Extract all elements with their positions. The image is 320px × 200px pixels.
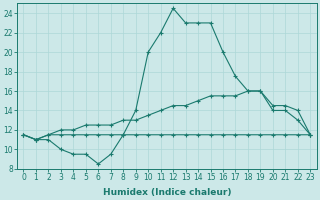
X-axis label: Humidex (Indice chaleur): Humidex (Indice chaleur) [103,188,231,197]
